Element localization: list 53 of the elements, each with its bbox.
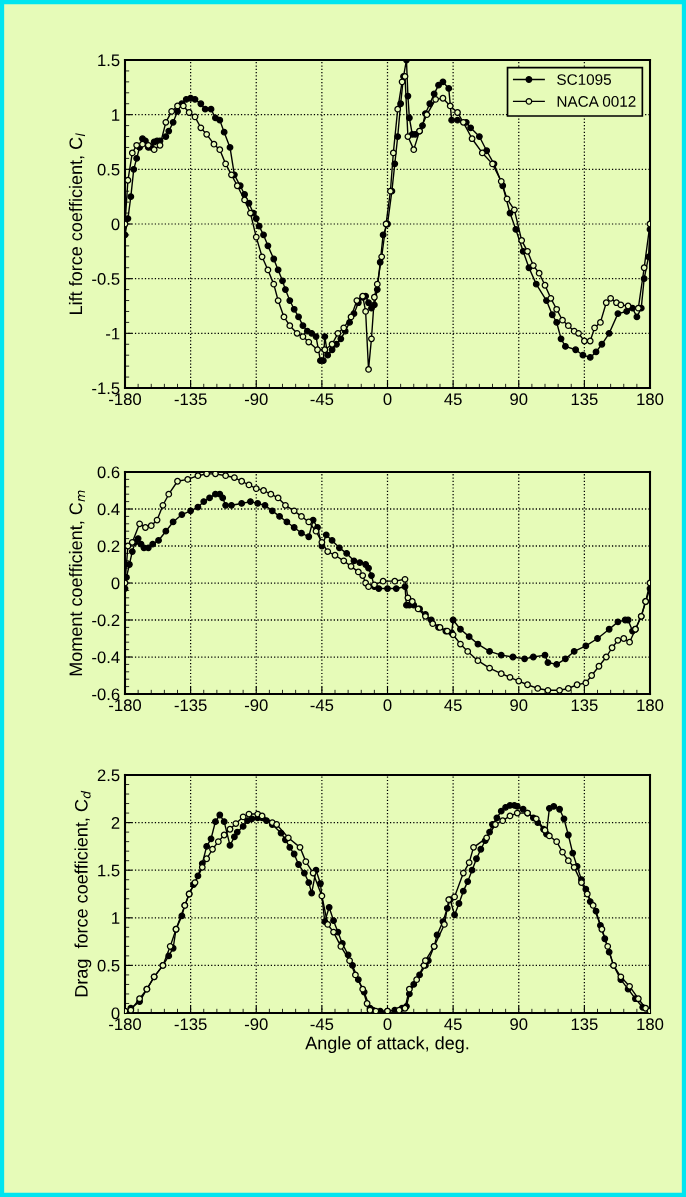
x-tick-label: -45 (310, 1018, 334, 1031)
y-axis-title: Moment coefficient, C$_{m}$ (68, 490, 85, 676)
y-tick-label: 0.4 (97, 503, 120, 516)
x-tick-label: 45 (444, 393, 462, 406)
x-tick-label: -180 (109, 699, 142, 712)
y-tick-label: 0 (111, 1007, 120, 1020)
legend-label: SC1095 (557, 74, 611, 85)
x-tick-label: -135 (174, 1018, 207, 1031)
y-tick-label: 1 (112, 912, 120, 924)
x-tick-label: -135 (174, 393, 207, 406)
y-tick-label: -0.5 (92, 273, 120, 285)
y-axis-title: Lift force coefficient, C$_{l}$ (68, 133, 85, 314)
y-tick-label: 1.5 (98, 864, 120, 877)
y-tick-label: 0 (111, 218, 120, 231)
x-tick-label: 0 (383, 393, 392, 406)
x-tick-label: 0 (383, 699, 392, 712)
x-axis-title: Angle of attack, deg. (305, 1036, 469, 1054)
y-tick-label: 0.5 (97, 163, 120, 176)
x-tick-label: 180 (637, 393, 664, 406)
y-tick-label: -0.2 (92, 614, 120, 627)
x-tick-label: 135 (571, 1018, 598, 1031)
x-tick-label: -45 (310, 699, 334, 712)
x-tick-label: -90 (244, 1018, 268, 1031)
x-tick-label: 90 (510, 1018, 528, 1031)
x-tick-label: 135 (571, 393, 598, 406)
y-tick-label: -1.5 (92, 382, 120, 395)
x-tick-label: -45 (310, 393, 334, 406)
x-tick-label: 90 (510, 699, 528, 712)
y-tick-label: 0.5 (97, 959, 120, 972)
y-tick-label: 1 (112, 109, 120, 121)
x-tick-label: -135 (174, 699, 207, 712)
x-tick-label: 0 (383, 1018, 392, 1031)
x-tick-label: -180 (109, 1018, 142, 1031)
x-tick-label: -90 (244, 699, 268, 712)
y-tick-label: 1.5 (98, 54, 120, 67)
x-tick-label: 135 (571, 699, 598, 712)
y-tick-label: 0.6 (97, 466, 120, 479)
y-axis-title: Drag force coefficient, C$_{d}$ (74, 790, 92, 997)
y-tick-label: 0.2 (97, 540, 120, 553)
y-tick-label: -1 (106, 327, 120, 340)
y-tick-label: 2 (111, 817, 120, 829)
x-tick-label: 180 (637, 699, 664, 712)
y-tick-label: -0.4 (92, 651, 120, 664)
x-tick-label: 180 (637, 1018, 664, 1031)
legend-label: NACA 0012 (557, 96, 636, 107)
x-tick-label: 90 (510, 393, 528, 406)
x-tick-label: 45 (444, 699, 462, 712)
y-tick-label: 2.5 (97, 769, 120, 782)
x-tick-label: 45 (444, 1018, 462, 1031)
y-tick-label: 0 (111, 577, 120, 590)
x-tick-label: -180 (109, 393, 142, 406)
y-tick-label: -0.6 (92, 688, 120, 701)
x-tick-label: -90 (244, 393, 268, 406)
